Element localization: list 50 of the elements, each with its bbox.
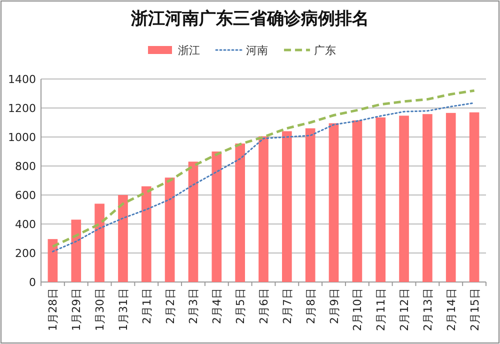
legend-label: 广东 xyxy=(314,44,336,57)
y-tick-label: 400 xyxy=(15,218,36,231)
x-tick-label: 2月6日 xyxy=(258,288,270,324)
x-tick-label: 2月14日 xyxy=(444,288,458,331)
x-tick-label: 1月29日 xyxy=(70,288,84,331)
bar xyxy=(376,117,386,282)
x-tick-label: 2月13日 xyxy=(421,288,434,331)
bar xyxy=(305,128,316,282)
bar xyxy=(469,112,480,282)
x-tick-label: 1月30日 xyxy=(94,288,107,331)
legend-label: 浙江 xyxy=(178,44,200,57)
bar xyxy=(352,120,362,282)
x-tick-label: 2月15日 xyxy=(468,288,482,331)
y-tick-label: 600 xyxy=(15,189,36,202)
x-tick-label: 1月28日 xyxy=(46,288,60,331)
y-tick-label: 1400 xyxy=(8,73,36,86)
legend-label: 河南 xyxy=(246,44,268,57)
y-tick-label: 1200 xyxy=(8,102,36,115)
bar xyxy=(446,112,456,282)
bar xyxy=(328,123,339,282)
x-tick-label: 2月4日 xyxy=(210,288,224,324)
x-tick-label: 2月2日 xyxy=(164,288,177,324)
x-tick-label: 2月5日 xyxy=(234,288,248,324)
y-tick-label: 800 xyxy=(15,160,36,173)
x-tick-label: 1月31日 xyxy=(116,288,130,331)
bar xyxy=(399,116,409,282)
bar xyxy=(71,220,82,282)
bar xyxy=(188,162,198,282)
bar xyxy=(118,195,128,282)
bar xyxy=(48,239,58,282)
bar xyxy=(422,114,432,282)
bar xyxy=(282,131,292,282)
x-tick-label: 2月3日 xyxy=(187,288,200,324)
x-tick-label: 2月12日 xyxy=(398,288,412,331)
x-tick-label: 2月7日 xyxy=(280,288,294,324)
bar xyxy=(94,204,104,282)
bar xyxy=(212,152,222,282)
x-tick-label: 2月9日 xyxy=(328,288,341,324)
bar xyxy=(164,178,175,282)
bar xyxy=(235,144,245,282)
x-tick-label: 2月10日 xyxy=(351,288,364,331)
bar xyxy=(258,136,268,282)
x-tick-label: 2月8日 xyxy=(304,288,318,324)
bar xyxy=(141,186,152,282)
x-tick-label: 2月1日 xyxy=(140,288,154,324)
y-tick-label: 0 xyxy=(29,276,36,289)
y-tick-label: 200 xyxy=(15,247,36,260)
chart-title: 浙江河南广东三省确诊病例排名 xyxy=(130,9,369,29)
y-tick-label: 1000 xyxy=(8,131,36,144)
x-tick-label: 2月11日 xyxy=(374,288,388,331)
